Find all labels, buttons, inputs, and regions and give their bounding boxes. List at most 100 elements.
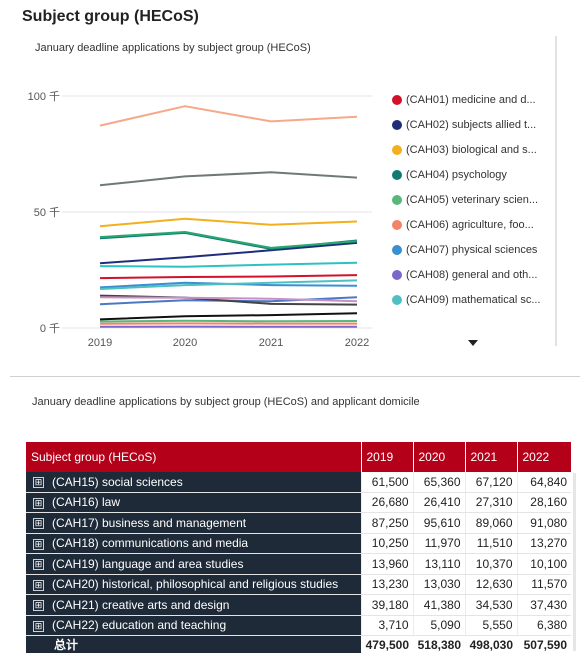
table-cell: 10,370 bbox=[464, 553, 517, 575]
legend-item[interactable]: (CAH04) psychology bbox=[392, 167, 507, 183]
column-header-2019[interactable]: 2019 bbox=[361, 442, 414, 472]
table-cell: 91,080 bbox=[516, 512, 571, 534]
column-header-2022[interactable]: 2022 bbox=[517, 442, 571, 472]
series-line[interactable] bbox=[99, 279, 358, 290]
plus-square-icon[interactable]: ⊞ bbox=[33, 497, 44, 509]
legend-swatch bbox=[392, 120, 402, 130]
plus-square-icon[interactable]: ⊞ bbox=[33, 559, 44, 571]
series-line[interactable] bbox=[99, 296, 358, 303]
table-row: ⊞ (CAH19) language and area studies 13,960… bbox=[26, 553, 571, 575]
legend-item[interactable]: (CAH07) physical sciences bbox=[392, 242, 537, 258]
column-header-2021[interactable]: 2021 bbox=[465, 442, 518, 472]
legend-swatch bbox=[392, 170, 402, 180]
legend-item[interactable]: (CAH09) mathematical sc... bbox=[392, 292, 540, 308]
table-cell: 41,380 bbox=[412, 594, 465, 616]
table-cell: 26,680 bbox=[360, 492, 413, 513]
table-row: ⊞ (CAH22) education and teaching 3,710 5,09… bbox=[26, 615, 571, 636]
table-cell: 39,180 bbox=[360, 594, 413, 616]
row-label: ⊞ (CAH19) language and area studies bbox=[26, 553, 361, 575]
plus-square-icon[interactable]: ⊞ bbox=[33, 477, 44, 489]
legend-item[interactable]: (CAH01) medicine and d... bbox=[392, 92, 536, 108]
table-row: ⊞ (CAH21) creative arts and design 39,180 4… bbox=[26, 594, 571, 616]
table-cell: 65,360 bbox=[412, 472, 465, 493]
legend-swatch bbox=[392, 95, 402, 105]
table-cell: 11,970 bbox=[412, 533, 465, 554]
caret-down-icon[interactable] bbox=[468, 340, 478, 346]
series-line[interactable] bbox=[99, 217, 358, 228]
row-label-text: (CAH15) social sciences bbox=[52, 474, 183, 489]
plus-square-icon[interactable]: ⊞ bbox=[33, 518, 44, 530]
legend-item[interactable]: (CAH02) subjects allied t... bbox=[392, 117, 536, 133]
series-line[interactable] bbox=[99, 231, 358, 249]
table-cell: 13,230 bbox=[360, 574, 413, 595]
legend-swatch bbox=[392, 145, 402, 155]
row-label-text: (CAH22) education and teaching bbox=[52, 618, 227, 633]
table-cell: 3,710 bbox=[360, 615, 413, 636]
series-line[interactable] bbox=[99, 261, 358, 268]
table-scrollbar[interactable] bbox=[573, 473, 576, 651]
row-label: ⊞ (CAH17) business and management bbox=[26, 512, 361, 534]
row-label-text: (CAH21) creative arts and design bbox=[52, 597, 230, 612]
table-row: ⊞ (CAH20) historical, philosophical and r… bbox=[26, 574, 571, 595]
table-cell: 64,840 bbox=[516, 472, 571, 493]
row-label-text: (CAH20) historical, philosophical and re… bbox=[52, 577, 339, 592]
total-row: 总计 479,500 518,380 498,030 507,590 bbox=[26, 635, 571, 653]
table-cell: 26,410 bbox=[412, 492, 465, 513]
row-label: ⊞ (CAH18) communications and media bbox=[26, 533, 361, 554]
legend-label: (CAH03) biological and s... bbox=[406, 144, 537, 156]
table-cell: 13,110 bbox=[412, 553, 465, 575]
legend-item[interactable]: (CAH06) agriculture, foo... bbox=[392, 217, 534, 233]
total-cell: 507,590 bbox=[523, 637, 567, 652]
series-line[interactable] bbox=[99, 241, 358, 265]
series-line[interactable] bbox=[99, 171, 358, 187]
table-cell: 10,250 bbox=[360, 533, 413, 554]
plus-square-icon[interactable]: ⊞ bbox=[33, 620, 44, 632]
legend-label: (CAH08) general and oth... bbox=[406, 269, 538, 281]
legend-swatch bbox=[392, 245, 402, 255]
series-line[interactable] bbox=[99, 319, 358, 323]
legend-swatch bbox=[392, 195, 402, 205]
legend-item[interactable]: (CAH05) veterinary scien... bbox=[392, 192, 538, 208]
column-header-subject[interactable]: Subject group (HECoS) bbox=[26, 442, 362, 472]
legend-label: (CAH07) physical sciences bbox=[406, 244, 538, 256]
table-header-row: Subject group (HECoS) 2019 2020 2021 202… bbox=[26, 442, 571, 472]
x-tick-label: 2021 bbox=[259, 337, 283, 349]
table-row: ⊞ (CAH18) communications and media 10,250 1… bbox=[26, 533, 571, 554]
table-cell: 87,250 bbox=[360, 512, 413, 534]
legend-label: (CAH02) subjects allied t... bbox=[406, 119, 537, 131]
row-label: ⊞ (CAH16) law bbox=[26, 492, 361, 513]
row-label: ⊞ (CAH15) social sciences bbox=[26, 472, 361, 493]
table-cell: 10,100 bbox=[516, 553, 571, 575]
total-cell: 498,030 bbox=[469, 637, 513, 652]
plus-square-icon[interactable]: ⊞ bbox=[33, 538, 44, 550]
data-table: Subject group (HECoS) 2019 2020 2021 202… bbox=[26, 442, 571, 653]
table-row: ⊞ (CAH15) social sciences 61,500 65,360 67,1… bbox=[26, 472, 571, 493]
legend-item[interactable]: (CAH08) general and oth... bbox=[392, 267, 537, 283]
x-tick-label: 2022 bbox=[345, 337, 369, 349]
row-label-text: (CAH18) communications and media bbox=[52, 536, 249, 551]
table-cell: 67,120 bbox=[464, 472, 517, 493]
line-chart: 0 千 50 千 100 千 2019 2020 2021 2022 bbox=[28, 90, 372, 349]
row-label-text: (CAH17) business and management bbox=[52, 515, 247, 530]
legend-swatch bbox=[392, 270, 402, 280]
legend-label: (CAH06) agriculture, foo... bbox=[406, 219, 534, 231]
column-header-2020[interactable]: 2020 bbox=[413, 442, 466, 472]
row-label: ⊞ (CAH20) historical, philosophical and r… bbox=[26, 574, 361, 595]
table-row: ⊞ (CAH16) law 26,680 26,410 27,310 28,160 bbox=[26, 492, 571, 513]
legend-label: (CAH05) veterinary scien... bbox=[406, 194, 539, 206]
table-cell: 11,510 bbox=[464, 533, 517, 554]
table-cell: 5,550 bbox=[464, 615, 517, 636]
table-cell: 12,630 bbox=[464, 574, 517, 595]
y-tick-label: 50 千 bbox=[34, 206, 60, 219]
plus-square-icon[interactable]: ⊞ bbox=[33, 579, 44, 591]
table-cell: 11,570 bbox=[516, 574, 571, 595]
series-line[interactable] bbox=[99, 312, 358, 321]
plus-square-icon[interactable]: ⊞ bbox=[33, 600, 44, 612]
total-cell: 518,380 bbox=[417, 637, 461, 652]
series-line[interactable] bbox=[99, 105, 358, 127]
series-line[interactable] bbox=[99, 274, 358, 280]
table-cell: 13,030 bbox=[412, 574, 465, 595]
legend-item[interactable]: (CAH03) biological and s... bbox=[392, 142, 537, 158]
table-cell: 13,960 bbox=[360, 553, 413, 575]
panel-scrollbar[interactable] bbox=[555, 36, 557, 346]
